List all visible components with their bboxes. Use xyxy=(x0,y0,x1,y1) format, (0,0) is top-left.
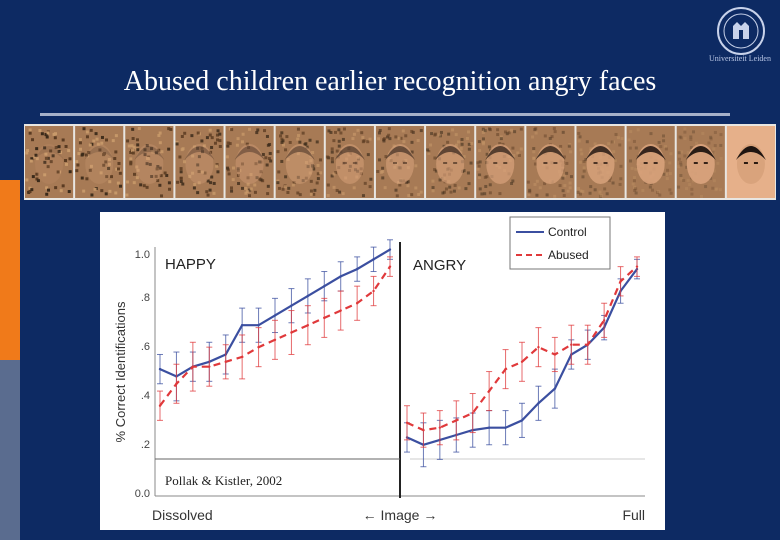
data-point xyxy=(438,426,442,429)
panel-title-happy: HAPPY xyxy=(165,256,216,273)
plot-area xyxy=(157,239,640,468)
data-point xyxy=(388,265,392,268)
data-point xyxy=(355,267,359,271)
data-point xyxy=(422,428,425,432)
data-point xyxy=(635,265,639,268)
data-point xyxy=(388,248,392,251)
data-point xyxy=(553,387,557,390)
face-frame xyxy=(476,126,525,198)
face-frame xyxy=(426,126,475,198)
data-point xyxy=(520,419,524,422)
data-point xyxy=(158,367,162,371)
face-frame xyxy=(25,126,74,198)
data-point xyxy=(208,365,211,368)
face-frame xyxy=(175,126,224,198)
data-point xyxy=(339,275,342,278)
data-point xyxy=(257,345,260,349)
data-point xyxy=(405,421,409,424)
data-point xyxy=(240,355,244,359)
data-point xyxy=(290,304,293,307)
x-axis-right-label: Full xyxy=(622,507,645,523)
data-point xyxy=(175,382,178,385)
face-frame xyxy=(576,126,625,198)
data-point xyxy=(455,419,458,422)
face-frame xyxy=(125,126,174,198)
data-point xyxy=(586,343,589,346)
y-tick-label: .2 xyxy=(141,439,150,451)
face-frame xyxy=(676,126,725,198)
data-point xyxy=(273,338,277,342)
y-tick-label: .4 xyxy=(141,390,150,402)
data-point xyxy=(471,411,474,415)
data-point xyxy=(191,365,195,368)
accent-bar-orange xyxy=(0,180,20,360)
data-point xyxy=(355,302,359,305)
y-tick-label: .6 xyxy=(141,341,150,353)
data-point xyxy=(487,426,491,429)
legend-label-abused: Abused xyxy=(548,248,589,262)
accent-bar-slate xyxy=(0,360,20,540)
x-axis-left-label: Dissolved xyxy=(152,507,213,523)
data-point xyxy=(306,294,310,298)
data-point xyxy=(372,289,375,293)
data-point xyxy=(290,331,293,334)
data-point xyxy=(487,389,491,393)
slide-title: Abused children earlier recognition angr… xyxy=(123,66,657,97)
data-point xyxy=(224,360,227,363)
data-point xyxy=(323,316,326,320)
legend: Control Abused xyxy=(509,216,611,270)
data-point xyxy=(257,324,260,327)
data-point xyxy=(306,324,310,327)
face-frame xyxy=(325,126,374,198)
university-caption: Universiteit Leiden xyxy=(709,54,771,63)
face-frame xyxy=(225,126,274,198)
data-point xyxy=(273,314,277,317)
data-point xyxy=(619,280,622,283)
y-tick-label: 0.0 xyxy=(135,488,150,500)
data-point xyxy=(520,360,524,363)
data-point xyxy=(504,367,507,371)
title-divider xyxy=(40,113,730,116)
series-line-abused-angry xyxy=(406,265,638,432)
citation: Pollak & Kistler, 2002 xyxy=(165,473,282,488)
figure-panel: % Correct Identifications 0.0 .2 .4 .6 .… xyxy=(100,212,665,530)
data-point xyxy=(553,353,557,356)
legend-label-control: Control xyxy=(548,225,587,239)
data-point xyxy=(570,343,573,346)
face-frame xyxy=(275,126,324,198)
data-point xyxy=(240,324,244,327)
data-point xyxy=(504,426,507,429)
y-tick-label: 1.0 xyxy=(135,249,150,261)
face-frame xyxy=(626,126,675,198)
panel-title-angry: ANGRY xyxy=(413,257,466,274)
data-point xyxy=(323,284,326,288)
face-frame xyxy=(375,126,425,198)
data-point xyxy=(339,309,342,312)
data-point xyxy=(158,404,162,407)
y-axis-label: % Correct Identifications xyxy=(113,301,128,442)
data-point xyxy=(602,319,606,322)
data-point xyxy=(537,402,540,405)
data-point xyxy=(537,345,540,349)
face-morph-strip xyxy=(24,124,776,200)
face-frame xyxy=(726,126,775,198)
face-frame xyxy=(526,126,575,198)
university-seal-icon xyxy=(716,6,766,56)
data-point xyxy=(372,258,375,261)
face-frame xyxy=(75,126,124,198)
y-tick-label: .8 xyxy=(141,292,150,304)
x-axis-center-label: ← Image → xyxy=(363,507,438,523)
citation-box xyxy=(162,468,312,490)
